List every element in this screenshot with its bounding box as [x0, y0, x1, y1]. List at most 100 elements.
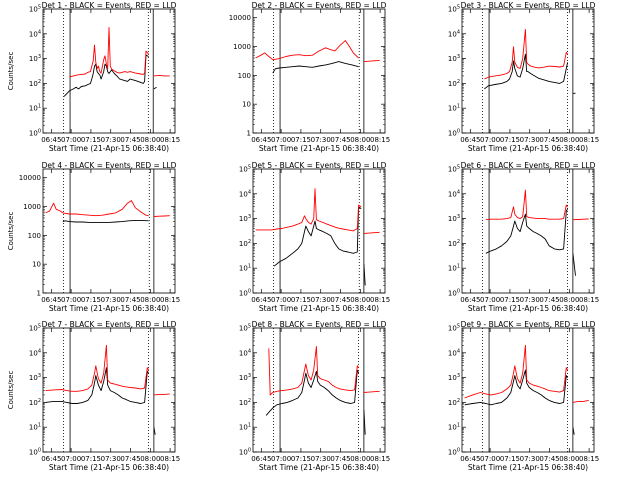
x-tick-label: 08:00 — [350, 455, 370, 463]
y-tick-label: 101 — [448, 264, 460, 273]
y-tick-label: 100 — [29, 448, 41, 457]
x-tick-label: 08:15 — [160, 455, 180, 463]
x-tick-label: 07:15 — [500, 136, 520, 144]
y-axis-label: Counts/sec — [7, 52, 15, 91]
detector-panel-9: 100 101 102 103 104 105 06:45 07:00 07:15 07:30 07… — [448, 320, 599, 472]
x-tick-label: 08:00 — [350, 296, 370, 304]
x-tick-label: 08:15 — [160, 136, 180, 144]
y-tick-label: 1 — [247, 130, 251, 138]
x-tick-label: 08:15 — [160, 296, 180, 304]
lld-series-line — [153, 215, 170, 217]
x-tick-label: 08:00 — [140, 136, 160, 144]
y-tick-label: 100 — [238, 72, 251, 80]
y-tick-label: 100 — [29, 129, 41, 138]
y-tick-label: 100 — [448, 289, 460, 298]
x-tick-label: 07:30 — [101, 136, 121, 144]
x-tick-label: 07:45 — [539, 455, 559, 463]
x-axis-label: Start Time (21-Apr-15 06:38:40) — [468, 144, 588, 153]
x-tick-label: 07:45 — [120, 455, 140, 463]
x-tick-label: 07:00 — [480, 455, 500, 463]
y-axis-label: Counts/sec — [7, 371, 15, 410]
y-tick-label: 100 — [239, 448, 251, 457]
x-tick-label: 08:00 — [559, 296, 579, 304]
x-tick-label: 06:45 — [41, 296, 61, 304]
y-tick-label: 10 — [32, 261, 41, 269]
x-tick-label: 07:00 — [480, 136, 500, 144]
y-tick-label: 105 — [29, 5, 41, 14]
x-tick-label: 07:30 — [520, 455, 540, 463]
events-series-line — [363, 409, 366, 435]
y-tick-label: 104 — [448, 348, 460, 357]
lld-series-line — [153, 393, 170, 396]
lld-series-line — [255, 40, 359, 61]
lld-series-line — [572, 399, 589, 403]
detector-panel-1: 100 101 102 103 104 105 06:45 07:00 07:15 07:30 07… — [7, 1, 180, 153]
y-tick-label: 105 — [448, 5, 460, 14]
events-series-line — [484, 53, 569, 90]
x-tick-label: 08:15 — [370, 455, 390, 463]
events-series-line — [153, 86, 157, 90]
y-tick-label: 103 — [239, 373, 251, 382]
x-tick-label: 06:45 — [251, 455, 271, 463]
detector-panel-6: 100 101 102 103 104 105 06:45 07:00 07:15 07:30 07… — [448, 161, 599, 313]
x-tick-label: 08:00 — [140, 296, 160, 304]
x-tick-label: 07:45 — [120, 296, 140, 304]
x-tick-label: 06:45 — [460, 296, 480, 304]
panel-title: Det 5 - BLACK = Events, RED = LLD — [252, 161, 387, 170]
lld-series-line — [45, 344, 149, 392]
y-tick-label: 105 — [29, 324, 41, 333]
x-tick-label: 07:45 — [539, 296, 559, 304]
x-tick-label: 08:15 — [370, 136, 390, 144]
y-tick-label: 10000 — [229, 14, 251, 22]
plot-frame — [252, 8, 386, 134]
events-series-line — [485, 208, 568, 254]
y-tick-label: 103 — [448, 373, 460, 382]
lld-series-line — [572, 218, 589, 221]
x-tick-label: 07:15 — [291, 455, 311, 463]
y-tick-label: 104 — [448, 189, 460, 198]
x-tick-label: 08:00 — [559, 136, 579, 144]
x-tick-label: 07:30 — [311, 136, 331, 144]
panel-title: Det 2 - BLACK = Events, RED = LLD — [252, 1, 387, 10]
x-tick-label: 06:45 — [251, 136, 271, 144]
events-series-line — [153, 427, 156, 435]
y-tick-label: 1000 — [233, 43, 251, 51]
y-tick-label: 101 — [448, 104, 460, 113]
x-tick-label: 06:45 — [460, 455, 480, 463]
y-tick-label: 104 — [448, 29, 460, 38]
x-tick-label: 07:15 — [500, 455, 520, 463]
x-tick-label: 07:00 — [61, 136, 81, 144]
x-tick-label: 08:00 — [559, 455, 579, 463]
y-tick-label: 10 — [242, 101, 251, 109]
x-axis-label: Start Time (21-Apr-15 06:38:40) — [259, 144, 379, 153]
x-tick-label: 07:45 — [330, 136, 350, 144]
x-tick-label: 06:45 — [460, 136, 480, 144]
x-tick-label: 08:15 — [370, 296, 390, 304]
y-tick-label: 101 — [29, 423, 41, 432]
events-series-line — [572, 427, 575, 435]
x-axis-label: Start Time (21-Apr-15 06:38:40) — [49, 463, 169, 472]
x-tick-label: 07:30 — [311, 296, 331, 304]
y-tick-label: 102 — [239, 398, 251, 407]
y-tick-label: 102 — [29, 398, 41, 407]
x-tick-label: 08:00 — [350, 136, 370, 144]
detector-panel-5: 100 101 102 103 104 105 06:45 07:00 07:15 07:30 07… — [239, 161, 390, 313]
y-tick-label: 10000 — [19, 174, 41, 182]
x-axis-label: Start Time (21-Apr-15 06:38:40) — [49, 144, 169, 153]
x-tick-label: 06:45 — [41, 136, 61, 144]
plot-frame — [252, 327, 386, 453]
y-tick-label: 101 — [29, 104, 41, 113]
y-axis-label: Counts/sec — [7, 212, 15, 251]
y-tick-label: 104 — [29, 29, 41, 38]
panel-title: Det 7 - BLACK = Events, RED = LLD — [42, 320, 177, 329]
detector-panel-4: 1 10 100 1000 10000 06:45 07:00 07:15 07:30 07:45… — [7, 161, 180, 313]
y-tick-label: 104 — [239, 348, 251, 357]
x-tick-label: 07:00 — [61, 455, 81, 463]
x-tick-label: 08:15 — [579, 136, 599, 144]
y-tick-label: 105 — [448, 324, 460, 333]
x-tick-label: 07:15 — [81, 296, 101, 304]
y-tick-label: 103 — [448, 54, 460, 63]
y-tick-label: 101 — [448, 423, 460, 432]
x-tick-label: 07:30 — [311, 455, 331, 463]
